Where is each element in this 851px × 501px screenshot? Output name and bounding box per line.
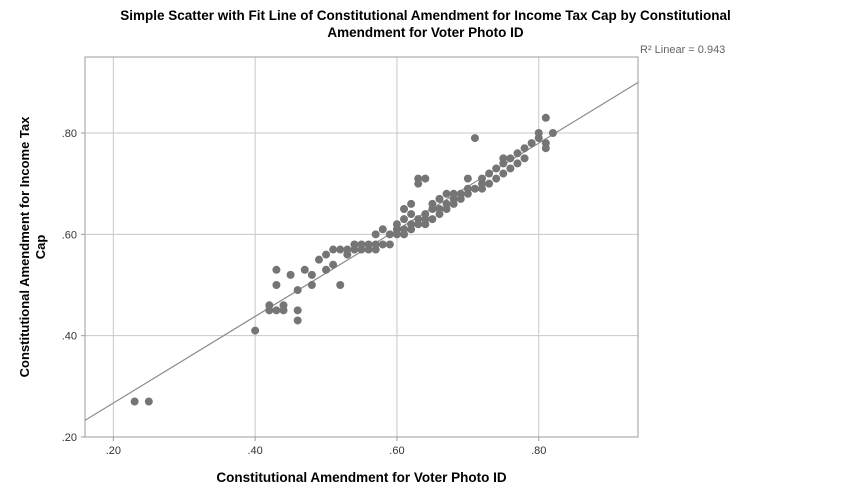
scatter-point: [314, 255, 323, 264]
scatter-point: [329, 245, 338, 254]
x-tick-label: .80: [531, 445, 546, 457]
scatter-point: [506, 154, 515, 163]
scatter-point: [492, 164, 501, 173]
scatter-point: [336, 281, 345, 289]
scatter-point: [520, 154, 529, 163]
scatter-point: [470, 134, 479, 143]
scatter-point: [463, 184, 472, 193]
scatter-point: [407, 199, 416, 208]
scatter-point: [513, 149, 522, 158]
scatter-point: [272, 281, 281, 289]
scatter-point: [144, 397, 153, 406]
scatter-point: [485, 169, 494, 178]
scatter-point: [442, 189, 451, 198]
scatter-point: [336, 245, 345, 254]
y-axis-label-line2: Cap: [33, 234, 48, 260]
scatter-point: [463, 174, 472, 183]
scatter-point: [421, 210, 430, 219]
scatter-point: [435, 194, 444, 203]
y-axis-label-line1: Constitutional Amendment for Income Tax: [17, 116, 32, 378]
scatter-point: [421, 174, 430, 183]
x-tick-label: .40: [248, 445, 263, 457]
scatter-point: [485, 179, 494, 188]
scatter-point: [435, 205, 444, 213]
chart-title-line2: Amendment for Voter Photo ID: [327, 25, 524, 40]
scatter-point: [293, 316, 302, 325]
scatter-point: [251, 326, 260, 335]
scatter-point: [322, 265, 331, 274]
x-tick-label: .60: [389, 445, 404, 457]
scatter-point: [378, 225, 387, 234]
scatter-point: [293, 306, 302, 315]
chart-title: Simple Scatter with Fit Line of Constitu…: [0, 7, 851, 41]
scatter-point: [392, 220, 401, 229]
scatter-point: [307, 281, 316, 289]
scatter-point: [350, 240, 359, 249]
scatter-point: [378, 240, 387, 249]
scatter-point: [265, 301, 274, 310]
scatter-point: [400, 225, 409, 234]
scatter-point: [385, 240, 394, 249]
scatter-point: [442, 199, 451, 208]
scatter-point: [329, 260, 338, 269]
scatter-point: [385, 230, 394, 239]
y-tick-label: .40: [62, 331, 77, 343]
scatter-point: [548, 129, 557, 137]
x-axis-label: Constitutional Amendment for Voter Photo…: [216, 470, 507, 485]
y-axis-label: Constitutional Amendment for Income Tax …: [17, 117, 49, 378]
scatter-point: [414, 174, 423, 183]
scatter-point: [527, 139, 536, 148]
scatter-point: [272, 306, 281, 315]
chart-title-line1: Simple Scatter with Fit Line of Constitu…: [120, 8, 731, 23]
scatter-point: [130, 397, 139, 406]
scatter-point: [428, 199, 437, 208]
scatter-point: [307, 270, 316, 279]
scatter-point: [541, 139, 550, 148]
scatter-point: [499, 169, 508, 178]
scatter-point: [279, 301, 288, 310]
scatter-point: [499, 154, 508, 163]
scatter-point: [407, 210, 416, 219]
plot-frame: [84, 56, 639, 438]
r-squared-annotation: R² Linear = 0.943: [640, 44, 726, 56]
y-tick-label: .60: [62, 229, 77, 241]
scatter-point: [371, 230, 380, 239]
scatter-point: [506, 164, 515, 173]
scatter-point: [520, 144, 529, 153]
y-tick-label: .20: [62, 432, 77, 444]
scatter-point: [541, 113, 550, 122]
scatter-point: [456, 189, 465, 198]
scatter-point: [293, 286, 302, 295]
scatter-point: [286, 270, 295, 279]
scatter-point: [357, 240, 366, 249]
scatter-point: [428, 215, 437, 224]
scatter-point: [407, 220, 416, 229]
x-tick-label: .20: [106, 445, 121, 457]
scatter-point: [492, 174, 501, 183]
scatter-point: [449, 189, 458, 198]
scatter-point: [513, 159, 522, 168]
scatter-point: [400, 205, 409, 213]
scatter-point: [478, 174, 487, 183]
scatter-point: [272, 265, 281, 274]
scatter-point: [371, 240, 380, 249]
scatter-point: [343, 245, 352, 254]
scatter-point: [470, 184, 479, 193]
scatter-point: [300, 265, 309, 274]
scatter-point: [414, 215, 423, 224]
scatter-point: [534, 129, 543, 137]
scatter-point: [400, 215, 409, 224]
y-tick-label: .80: [62, 128, 77, 140]
scatter-point: [364, 240, 373, 249]
scatter-point: [322, 250, 331, 259]
